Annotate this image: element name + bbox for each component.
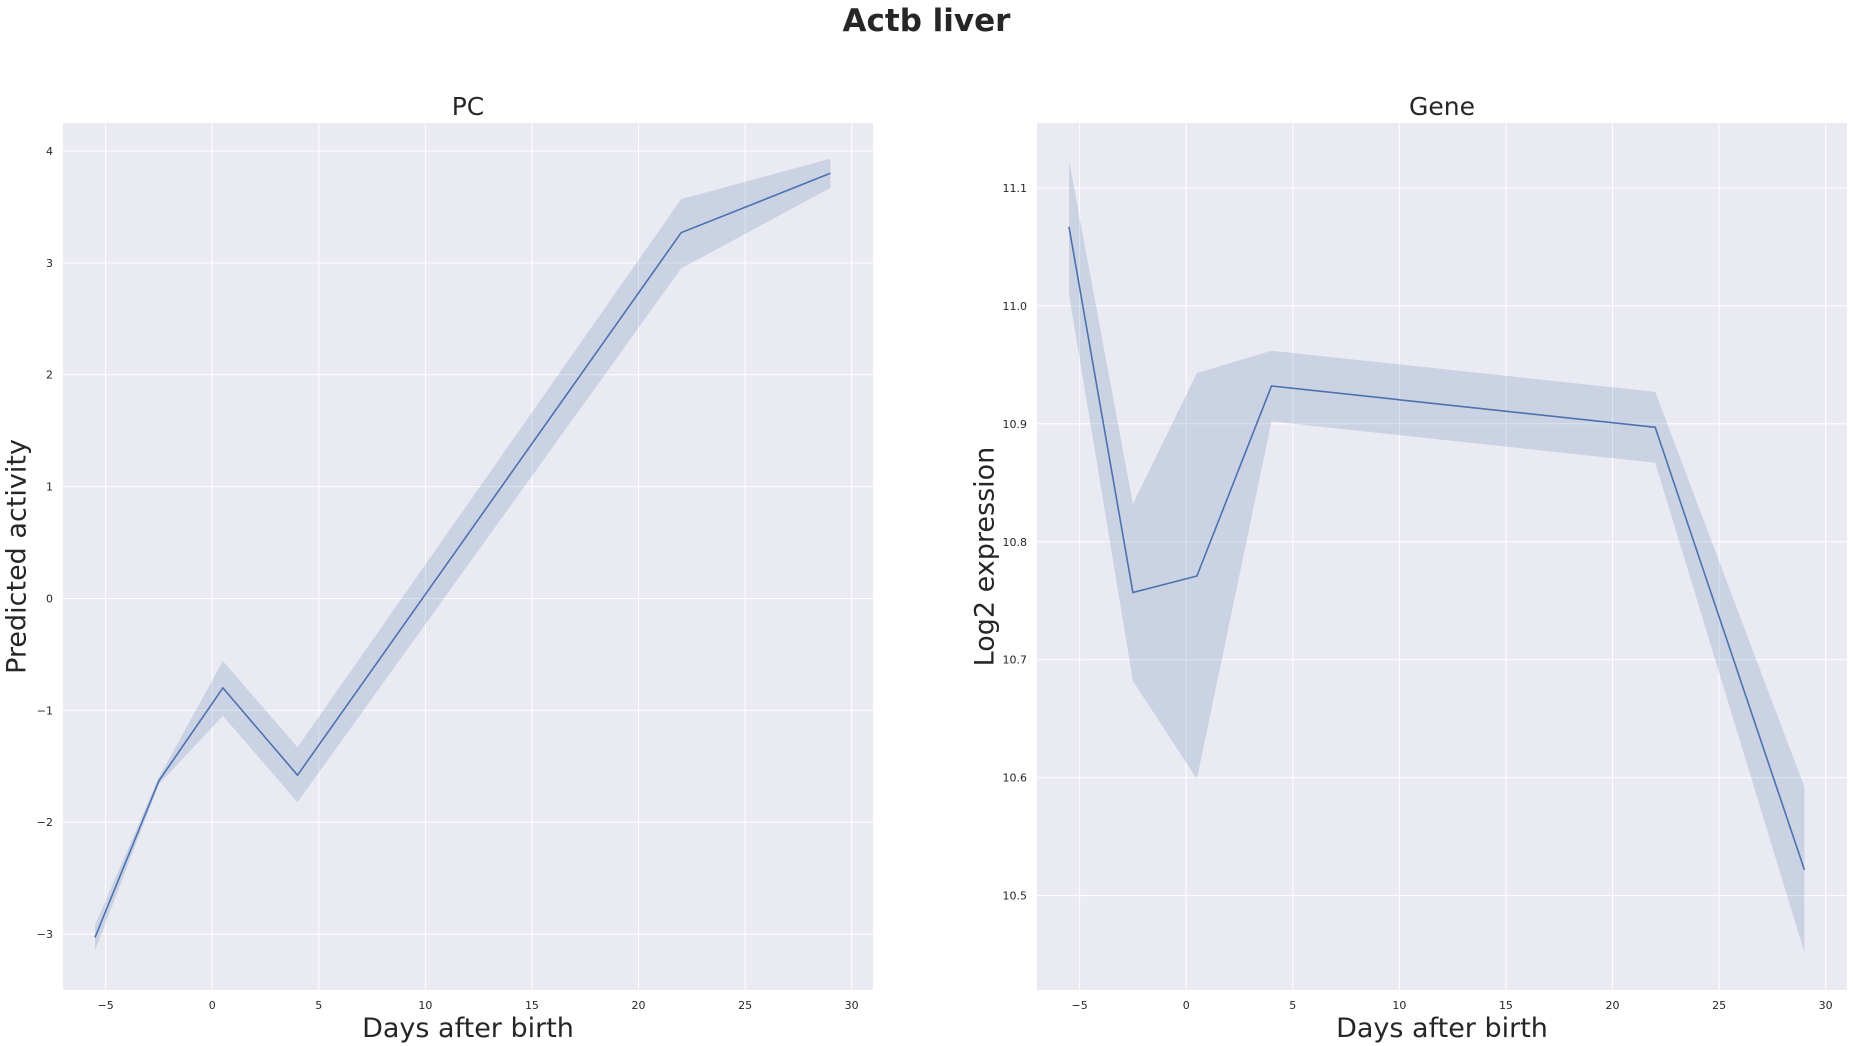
x-tick-label: 30: [845, 999, 859, 1012]
y-tick-label: 0: [46, 592, 53, 605]
x-tick-label: 5: [315, 999, 322, 1012]
y-tick-label: 2: [46, 369, 53, 382]
y-tick-label: 10.5: [1003, 890, 1028, 903]
y-tick-label: 11.1: [1003, 182, 1028, 195]
pc-series-line: [94, 172, 831, 938]
pc-grid: [63, 123, 873, 990]
y-tick-label: −3: [37, 928, 53, 941]
y-tick-label: 10.6: [1003, 772, 1028, 785]
x-tick-label: 25: [1712, 999, 1726, 1012]
y-tick-label: 3: [46, 257, 53, 270]
gene-panel: −5 0 5 10 15 20 25 30 10.510.610.710.810.911.01…: [970, 92, 1847, 1044]
y-tick-label: 10.9: [1003, 418, 1028, 431]
y-tick-label: 11.0: [1003, 300, 1028, 313]
pc-x-tick-labels: −5 0 5 10 15 20 25 30: [98, 999, 859, 1012]
x-tick-label: 15: [1499, 999, 1513, 1012]
pc-plot-area: [63, 123, 873, 990]
gene-plot-area: [1037, 123, 1847, 990]
pc-x-axis-label: Days after birth: [362, 1013, 574, 1044]
gene-y-tick-labels: 10.5 10.6 10.7 10.8 10.9 11.0 11.1: [1003, 182, 1028, 903]
y-tick-label: 10.8: [1003, 536, 1028, 549]
x-tick-label: 25: [738, 999, 752, 1012]
x-tick-label: 0: [1183, 999, 1190, 1012]
gene-grid: [1037, 123, 1847, 990]
gene-y-axis-label: Log2 expression: [970, 447, 1001, 667]
pc-panel: −5 0 5 10 15 20 25 30 −3 −2 −1 0 1 2 3 4 PC Days after…: [2, 92, 873, 1044]
y-tick-label: 4: [46, 145, 53, 158]
gene-title: Gene: [1409, 92, 1475, 121]
pc-title: PC: [452, 92, 485, 121]
gene-x-axis-label: Days after birth: [1336, 1013, 1548, 1044]
gene-confidence-band: [1069, 160, 1805, 953]
y-tick-label: −2: [37, 816, 53, 829]
x-tick-label: 10: [1392, 999, 1406, 1012]
pc-y-tick-labels: −3 −2 −1 0 1 2 3 4: [37, 145, 53, 941]
x-tick-label: 5: [1289, 999, 1296, 1012]
x-tick-label: 20: [632, 999, 646, 1012]
y-tick-label: −1: [37, 704, 53, 717]
gene-series-line: [1068, 226, 1806, 870]
x-tick-label: 20: [1606, 999, 1620, 1012]
figure-title: Actb liver: [842, 3, 1011, 39]
x-tick-label: 30: [1819, 999, 1833, 1012]
y-tick-label: 10.7: [1003, 654, 1028, 667]
y-tick-label: 1: [46, 481, 53, 494]
x-tick-label: 0: [209, 999, 216, 1012]
x-tick-label: −5: [98, 999, 114, 1012]
x-tick-label: 10: [418, 999, 432, 1012]
gene-x-tick-labels: −5 0 5 10 15 20 25 30: [1072, 999, 1833, 1012]
x-tick-label: −5: [1072, 999, 1088, 1012]
x-tick-label: 15: [525, 999, 539, 1012]
pc-y-axis-label: Predicted activity: [2, 439, 33, 674]
